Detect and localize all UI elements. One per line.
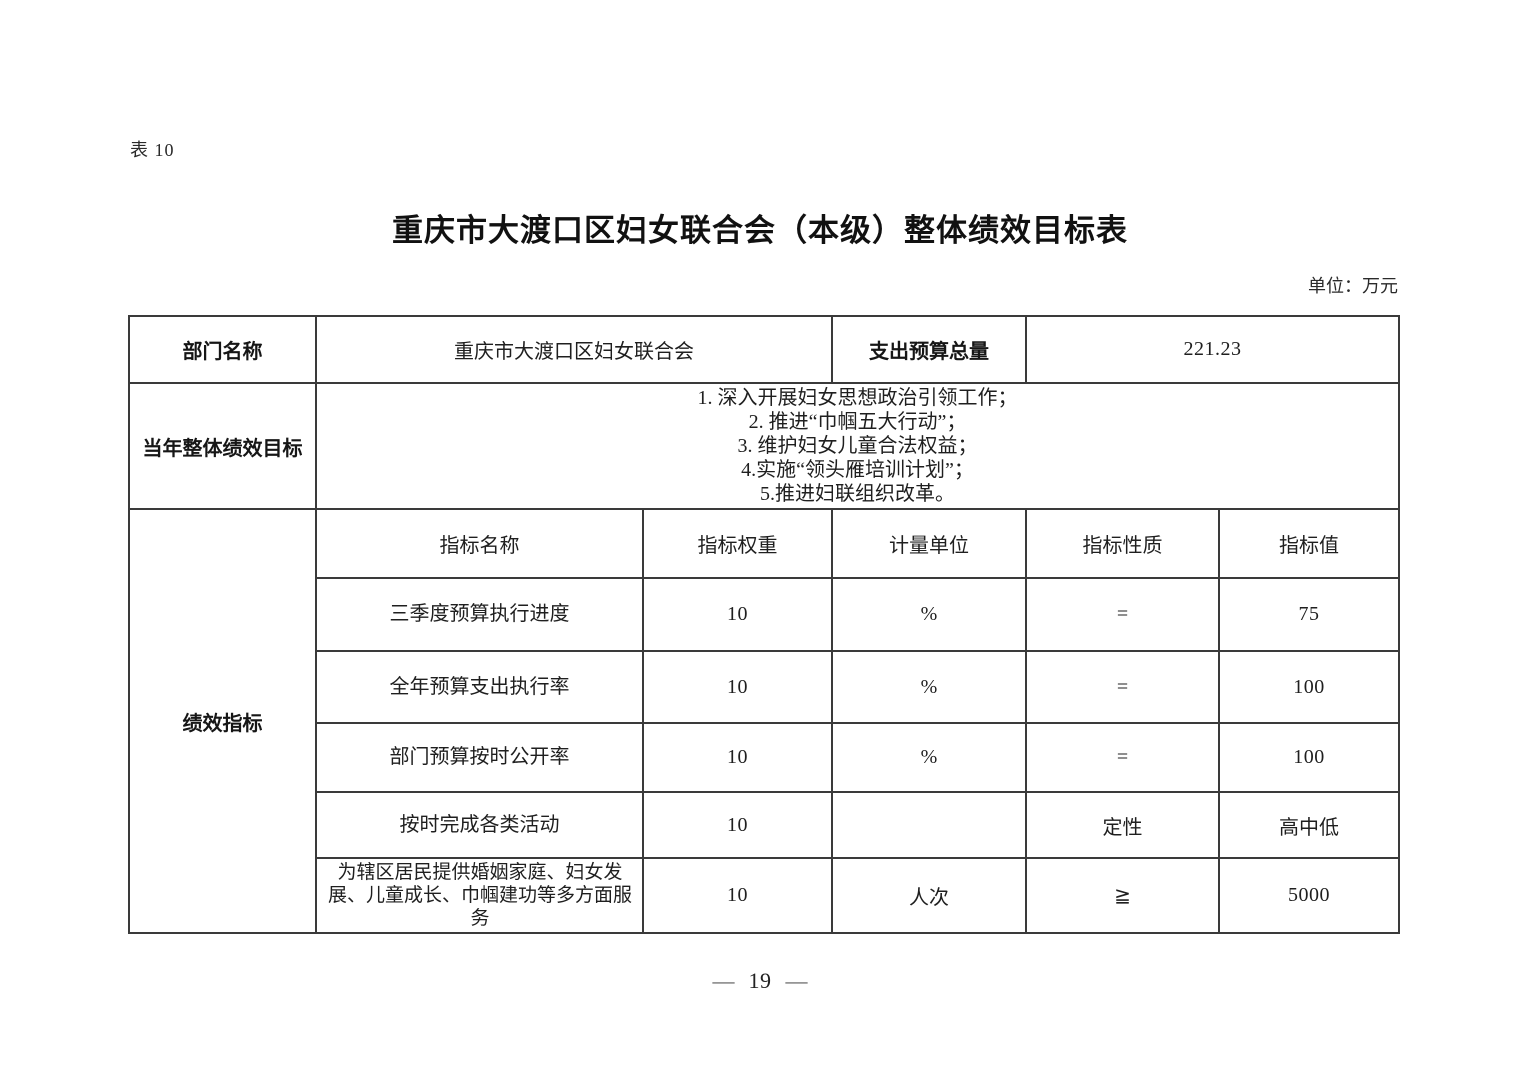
indicator-name: 全年预算支出执行率 [315, 650, 644, 724]
indicator-weight: 10 [642, 577, 833, 652]
indicator-weight: 10 [642, 722, 833, 793]
indicator-header-row: 绩效指标 指标名称 指标权重 计量单位 指标性质 指标值 [128, 508, 1400, 934]
indicator-nature: = [1025, 577, 1220, 652]
performance-target-table: 部门名称 重庆市大渡口区妇女联合会 支出预算总量 221.23 当年整体绩效目标… [128, 315, 1400, 934]
indicator-row: 按时完成各类活动 10 定性 高中低 [129, 791, 1400, 859]
indicator-unit [831, 791, 1027, 859]
dept-name-label: 部门名称 [128, 315, 317, 384]
indicator-value: 75 [1218, 577, 1400, 652]
table-row: 部门名称 重庆市大渡口区妇女联合会 支出预算总量 221.23 [128, 315, 1400, 384]
col-header-name: 指标名称 [315, 508, 644, 579]
indicator-unit: % [831, 577, 1027, 652]
budget-total-label: 支出预算总量 [831, 315, 1027, 384]
indicator-value: 100 [1218, 722, 1400, 793]
indicator-section-label: 绩效指标 [128, 508, 317, 934]
indicator-value: 5000 [1218, 857, 1400, 934]
budget-total-value: 221.23 [1025, 315, 1400, 384]
footer-right-dash: — [785, 968, 808, 993]
page-footer: — 19 — [0, 968, 1520, 994]
indicator-row: 部门预算按时公开率 10 % = 100 [129, 722, 1400, 793]
goal-item: 3. 维护妇女儿童合法权益； [737, 435, 978, 457]
indicator-unit: % [831, 650, 1027, 724]
indicator-row: 为辖区居民提供婚姻家庭、妇女发展、儿童成长、巾帼建功等多方面服务 10 人次 ≧… [129, 857, 1400, 934]
annual-goal-label: 当年整体绩效目标 [128, 382, 317, 510]
table-number-label: 表 10 [130, 140, 175, 160]
indicator-weight: 10 [642, 650, 833, 724]
indicator-weight: 10 [642, 857, 833, 934]
indicator-unit: % [831, 722, 1027, 793]
indicator-weight: 10 [642, 791, 833, 859]
indicator-nature: = [1025, 650, 1220, 724]
goal-item: 4.实施“领头雁培训计划”； [741, 459, 974, 481]
annual-goal-list: 1. 深入开展妇女思想政治引领工作； 2. 推进“巾帼五大行动”； 3. 维护妇… [315, 382, 1400, 510]
col-header-unit: 计量单位 [831, 508, 1027, 579]
col-header-weight: 指标权重 [642, 508, 833, 579]
goal-item: 5.推进妇联组织改革。 [760, 483, 955, 505]
page-number: 19 [748, 968, 772, 993]
indicator-nature: 定性 [1025, 791, 1220, 859]
dept-name-value: 重庆市大渡口区妇女联合会 [315, 315, 833, 384]
indicator-name: 部门预算按时公开率 [315, 722, 644, 793]
col-header-value: 指标值 [1218, 508, 1400, 579]
goal-item: 2. 推进“巾帼五大行动”； [748, 411, 967, 433]
col-header-nature: 指标性质 [1025, 508, 1220, 579]
page-title: 重庆市大渡口区妇女联合会（本级）整体绩效目标表 [392, 213, 1128, 248]
unit-note: 单位：万元 [1308, 276, 1398, 296]
footer-left-dash: — [712, 968, 735, 993]
indicator-name: 三季度预算执行进度 [315, 577, 644, 652]
indicator-nature: ≧ [1025, 857, 1220, 934]
indicator-unit: 人次 [831, 857, 1027, 934]
indicator-row: 三季度预算执行进度 10 % = 75 [129, 577, 1400, 652]
table-row: 当年整体绩效目标 1. 深入开展妇女思想政治引领工作； 2. 推进“巾帼五大行动… [128, 382, 1400, 510]
indicator-nature: = [1025, 722, 1220, 793]
goal-item: 1. 深入开展妇女思想政治引领工作； [697, 387, 1018, 409]
indicator-row: 全年预算支出执行率 10 % = 100 [129, 650, 1400, 724]
indicator-value: 100 [1218, 650, 1400, 724]
indicator-name: 按时完成各类活动 [315, 791, 644, 859]
indicator-name: 为辖区居民提供婚姻家庭、妇女发展、儿童成长、巾帼建功等多方面服务 [315, 857, 644, 934]
indicator-value: 高中低 [1218, 791, 1400, 859]
